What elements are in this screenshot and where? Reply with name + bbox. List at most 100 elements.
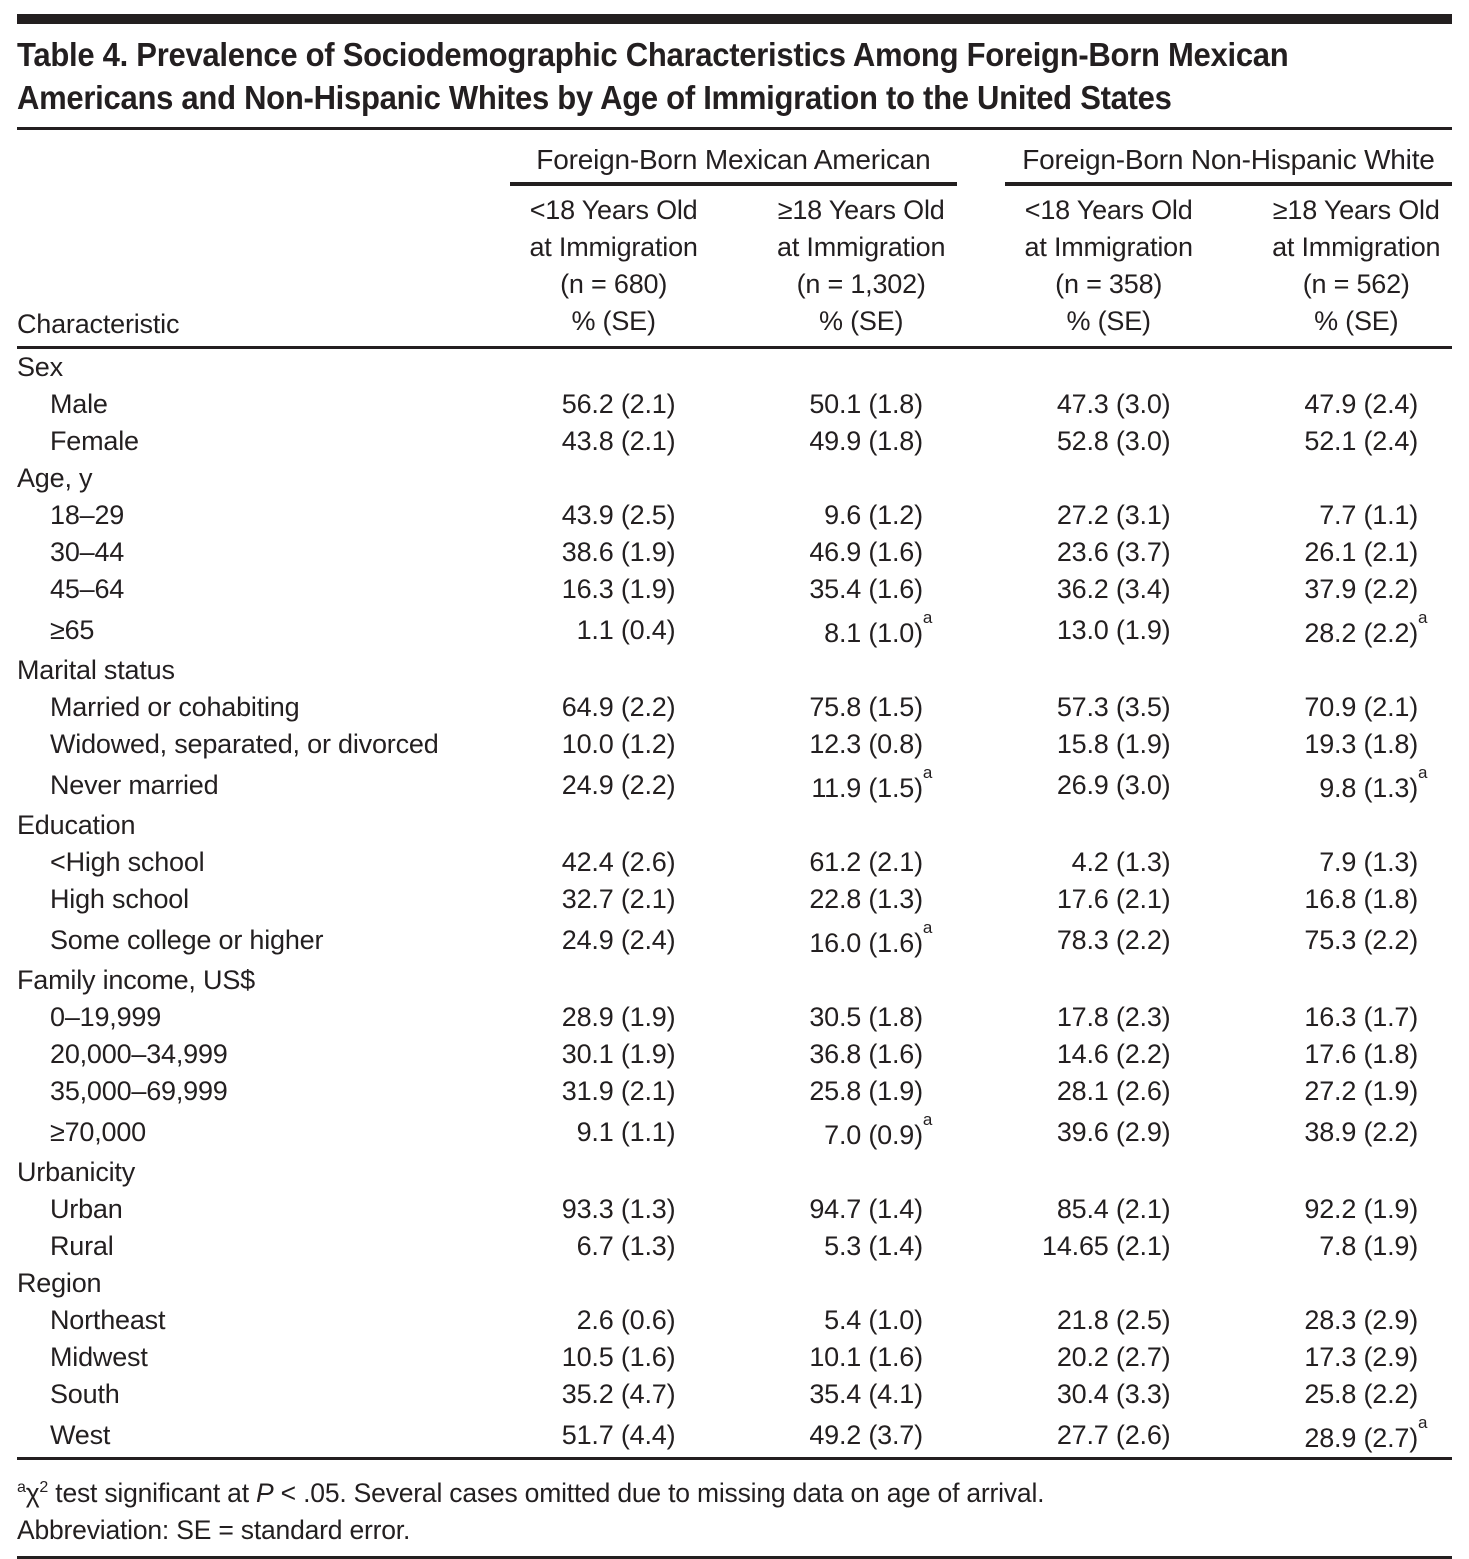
- value-text: 14.6 (2.2): [1056, 1039, 1171, 1069]
- group-header-label: Foreign-Born Mexican American: [509, 144, 957, 186]
- value-cell: 30.1 (1.9): [462, 1036, 710, 1073]
- value-text: 20.2 (2.7): [1056, 1342, 1171, 1372]
- value-text: 85.4 (2.1): [1056, 1194, 1171, 1224]
- value-cell: 78.3 (2.2): [957, 918, 1205, 962]
- value-cell: 16.0 (1.6)a: [809, 918, 933, 958]
- value-cell: 75.8 (1.5): [709, 689, 957, 726]
- value-cell: [957, 962, 1205, 999]
- value-cell: [462, 348, 710, 387]
- table-row: 30–44 38.6 (1.9) 46.9 (1.6) 23.6 (3.7) 26.1 …: [17, 534, 1452, 571]
- group-header-label: Foreign-Born Non-Hispanic White: [1004, 144, 1452, 186]
- value-cell: 15.8 (1.9): [957, 726, 1205, 763]
- value-cell: [462, 460, 710, 497]
- value-text: 7.8 (1.9): [1319, 1231, 1418, 1261]
- characteristic-column-header: Characteristic: [17, 186, 462, 349]
- value-text: 52.1 (2.4): [1304, 426, 1418, 456]
- value-cell: 17.3 (2.9): [1204, 1339, 1452, 1376]
- value-cell: 49.9 (1.8): [709, 423, 957, 460]
- value-cell: 94.7 (1.4): [709, 1191, 957, 1228]
- table-row: Male 56.2 (2.1) 50.1 (1.8) 47.3 (3.0) 47.9 (…: [17, 386, 1452, 423]
- value-cell: 52.1 (2.4): [1204, 423, 1452, 460]
- row-label: 35,000–69,999: [50, 1076, 228, 1106]
- table-row: 45–64 16.3 (1.9) 35.4 (1.6) 36.2 (3.4) 37.9 …: [17, 571, 1452, 608]
- table-row: Urban 93.3 (1.3) 94.7 (1.4) 85.4 (2.1) 92.2 …: [17, 1191, 1452, 1228]
- value-text: 42.4 (2.6): [561, 847, 676, 877]
- value-cell: [709, 652, 957, 689]
- row-label: 18–29: [50, 500, 125, 530]
- value-cell: [709, 962, 957, 999]
- value-text: 9.8 (1.3): [1319, 773, 1418, 803]
- value-text: 52.8 (3.0): [1056, 426, 1171, 456]
- value-text: 38.6 (1.9): [561, 537, 676, 567]
- value-text: 46.9 (1.6): [809, 537, 923, 567]
- value-cell: [462, 652, 710, 689]
- value-cell: 64.9 (2.2): [462, 689, 710, 726]
- column-header-ma-under-18: <18 Years Old at Immigration (n = 680) %…: [461, 186, 710, 349]
- value-text: 28.1 (2.6): [1056, 1076, 1171, 1106]
- row-label: Never married: [50, 769, 219, 800]
- value-text: 93.3 (1.3): [561, 1194, 676, 1224]
- value-cell: [1204, 348, 1452, 387]
- column-header-line: (n = 680): [560, 269, 668, 299]
- value-cell: 26.9 (3.0): [957, 763, 1205, 807]
- section-row: Family income, US$: [17, 962, 1452, 999]
- value-cell: 25.8 (2.2): [1204, 1376, 1452, 1413]
- column-header-line: % (SE): [818, 306, 904, 336]
- value-text: 47.9 (2.4): [1304, 389, 1418, 419]
- value-cell: 12.3 (0.8): [709, 726, 957, 763]
- value-text: 15.8 (1.9): [1056, 729, 1171, 759]
- value-cell: [709, 460, 957, 497]
- row-label: South: [50, 1379, 120, 1409]
- bottom-rule: [17, 1555, 1452, 1559]
- column-header-nhw-under-18: <18 Years Old at Immigration (n = 358) %…: [956, 186, 1205, 349]
- row-label: Northeast: [50, 1305, 166, 1335]
- value-cell: 49.2 (3.7): [709, 1413, 957, 1459]
- table-row: 20,000–34,999 30.1 (1.9) 36.8 (1.6) 14.6 (2…: [17, 1036, 1452, 1073]
- value-text: 75.8 (1.5): [809, 692, 923, 722]
- section-label: Region: [17, 1268, 102, 1298]
- value-text: 27.7 (2.6): [1056, 1419, 1171, 1450]
- value-text: 25.8 (2.2): [1304, 1379, 1418, 1409]
- value-cell: 46.9 (1.6): [709, 534, 957, 571]
- value-cell: 38.6 (1.9): [462, 534, 710, 571]
- value-cell: [1204, 1265, 1452, 1302]
- value-cell: 1.1 (0.4): [462, 608, 710, 652]
- column-header-ma-18-and-over: ≥18 Years Old at Immigration (n = 1,302)…: [709, 186, 957, 349]
- row-label: 20,000–34,999: [50, 1039, 228, 1069]
- group-header-non-hispanic-white: Foreign-Born Non-Hispanic White: [957, 130, 1452, 186]
- column-header-line: ≥18 Years Old: [777, 195, 945, 225]
- footnote-p-symbol: P: [256, 1477, 274, 1508]
- table-row: Female 43.8 (2.1) 49.9 (1.8) 52.8 (3.0) 52.1…: [17, 423, 1452, 460]
- value-text: 8.1 (1.0): [824, 618, 923, 648]
- value-cell: 37.9 (2.2): [1204, 571, 1452, 608]
- value-text: 30.1 (1.9): [561, 1039, 676, 1069]
- value-cell: 14.6 (2.2): [957, 1036, 1205, 1073]
- value-text: 37.9 (2.2): [1304, 574, 1418, 604]
- value-cell: 16.8 (1.8): [1204, 881, 1452, 918]
- value-cell: [957, 1265, 1205, 1302]
- group-header-mexican-american: Foreign-Born Mexican American: [462, 130, 957, 186]
- value-text: 9.6 (1.2): [824, 500, 923, 530]
- column-header-line: (n = 562): [1302, 269, 1410, 299]
- value-cell: 25.8 (1.9): [709, 1073, 957, 1110]
- value-text: 16.8 (1.8): [1304, 884, 1418, 914]
- value-cell: 42.4 (2.6): [462, 844, 710, 881]
- value-cell: 6.7 (1.3): [462, 1228, 710, 1265]
- value-cell: 75.3 (2.2): [1204, 918, 1452, 962]
- value-text: 17.6 (2.1): [1056, 884, 1171, 914]
- value-cell: [462, 1265, 710, 1302]
- table-row: West 51.7 (4.4) 49.2 (3.7) 27.7 (2.6) 28.9 (…: [17, 1413, 1452, 1459]
- column-header-line: ≥18 Years Old: [1272, 195, 1440, 225]
- footnote-text: test significant at: [48, 1477, 257, 1508]
- value-cell: 17.6 (2.1): [957, 881, 1205, 918]
- value-cell: 28.1 (2.6): [957, 1073, 1205, 1110]
- row-label: Married or cohabiting: [50, 692, 300, 722]
- value-cell: 11.9 (1.5)a: [811, 763, 933, 803]
- column-header-line: % (SE): [571, 306, 656, 336]
- value-text: 70.9 (2.1): [1304, 692, 1418, 722]
- value-text: 28.9 (2.7): [1304, 1423, 1418, 1453]
- value-text: 36.8 (1.6): [809, 1039, 923, 1069]
- value-cell: 56.2 (2.1): [462, 386, 710, 423]
- value-cell: 31.9 (2.1): [462, 1073, 710, 1110]
- value-cell: [1204, 1154, 1452, 1191]
